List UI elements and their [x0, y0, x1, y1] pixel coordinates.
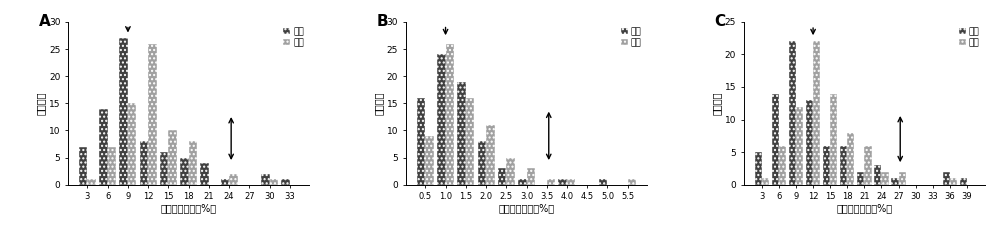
Bar	[796, 106, 803, 185]
Bar	[446, 43, 454, 185]
Bar	[599, 179, 607, 185]
Bar	[180, 157, 189, 185]
Bar	[168, 130, 177, 185]
Bar	[425, 136, 434, 185]
Bar	[486, 125, 495, 185]
Bar	[466, 98, 474, 185]
Bar	[806, 100, 813, 185]
Text: A: A	[39, 14, 51, 29]
Bar	[99, 109, 108, 185]
X-axis label: 单柱头外露率（%）: 单柱头外露率（%）	[161, 203, 217, 213]
Bar	[221, 179, 229, 185]
Bar	[200, 163, 209, 185]
Bar	[160, 152, 168, 185]
Y-axis label: 株系数量: 株系数量	[712, 92, 722, 115]
Bar	[857, 172, 864, 185]
Bar	[189, 141, 197, 185]
Bar	[128, 103, 136, 185]
Bar	[755, 152, 762, 185]
Y-axis label: 株系数量: 株系数量	[374, 92, 384, 115]
Bar	[840, 146, 847, 185]
Text: B: B	[377, 14, 389, 29]
Bar	[823, 146, 830, 185]
Text: C: C	[715, 14, 726, 29]
Bar	[87, 179, 96, 185]
Bar	[950, 178, 957, 185]
Bar	[874, 165, 881, 185]
Bar	[943, 172, 950, 185]
Bar	[457, 82, 466, 185]
Legend: 海南, 浙江: 海南, 浙江	[282, 26, 305, 48]
Bar	[270, 179, 278, 185]
Bar	[813, 41, 820, 185]
Bar	[772, 94, 779, 185]
Bar	[261, 174, 270, 185]
Bar	[498, 168, 506, 185]
Legend: 海南, 浙江: 海南, 浙江	[958, 26, 980, 48]
Bar	[506, 157, 515, 185]
X-axis label: 双柱头外露率（%）: 双柱头外露率（%）	[498, 203, 555, 213]
Bar	[478, 141, 486, 185]
Bar	[79, 147, 87, 185]
Bar	[762, 178, 769, 185]
X-axis label: 总柱头外露率（%）: 总柱头外露率（%）	[836, 203, 892, 213]
Bar	[891, 178, 899, 185]
Bar	[140, 141, 148, 185]
Bar	[558, 179, 567, 185]
Legend: 海南, 浙江: 海南, 浙江	[620, 26, 643, 48]
Bar	[899, 172, 906, 185]
Bar	[518, 179, 526, 185]
Bar	[526, 168, 535, 185]
Bar	[864, 146, 872, 185]
Bar	[881, 172, 889, 185]
Bar	[789, 41, 796, 185]
Bar	[437, 54, 446, 185]
Bar	[547, 179, 555, 185]
Bar	[830, 94, 837, 185]
Bar	[281, 179, 290, 185]
Bar	[108, 147, 116, 185]
Bar	[119, 38, 128, 185]
Bar	[960, 178, 967, 185]
Bar	[628, 179, 636, 185]
Bar	[847, 133, 854, 185]
Bar	[567, 179, 575, 185]
Y-axis label: 株系数量: 株系数量	[36, 92, 46, 115]
Bar	[779, 146, 786, 185]
Bar	[148, 43, 157, 185]
Bar	[417, 98, 425, 185]
Bar	[229, 174, 238, 185]
